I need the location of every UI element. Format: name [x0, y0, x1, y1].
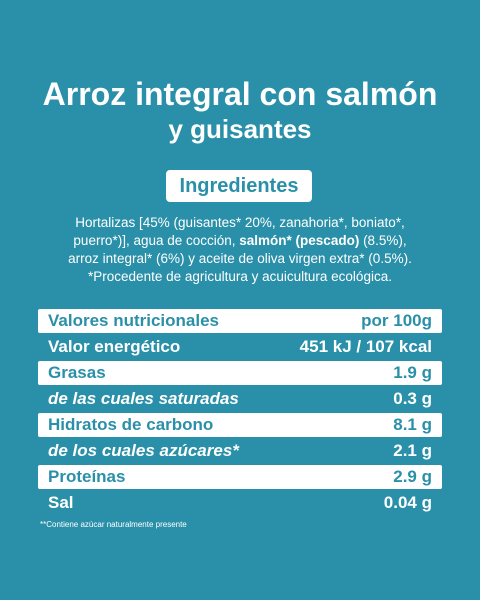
ingredients-note: *Procedente de agricultura y acuicultura…: [88, 269, 392, 284]
row-label: de las cuales saturadas: [48, 389, 239, 408]
row-value: 1.9 g: [393, 363, 432, 382]
ingredients-heading: Ingredientes: [166, 170, 312, 202]
ingredients-part: (8.5%), arroz integral* (6%) y aceite de…: [68, 233, 412, 266]
row-value: 2.1 g: [393, 441, 432, 460]
title: Arroz integral con salmón: [42, 76, 438, 112]
row-label: Proteínas: [48, 467, 126, 486]
row-label: Valores nutricionales: [48, 311, 220, 330]
row-label: Sal: [48, 493, 74, 512]
subtitle: y guisantes: [168, 114, 312, 144]
table-row: Hidratos de carbono 8.1 g: [38, 413, 442, 437]
row-value: por 100g: [361, 311, 432, 330]
table-row: Sal 0.04 g: [38, 491, 442, 515]
table-row: Valor energético 451 kJ / 107 kcal: [38, 335, 442, 359]
footnote: **Contiene azúcar naturalmente presente: [40, 520, 187, 529]
ingredients-text: Hortalizas [45% (guisantes* 20%, zanahor…: [60, 214, 420, 286]
table-row: Proteínas 2.9 g: [38, 465, 442, 489]
row-label: de los cuales azúcares*: [48, 441, 239, 460]
row-label: Hidratos de carbono: [48, 415, 214, 434]
row-label: Valor energético: [48, 337, 181, 356]
row-value: 0.3 g: [393, 389, 432, 408]
row-value: 2.9 g: [393, 467, 432, 486]
table-row: Grasas 1.9 g: [38, 361, 442, 385]
table-row: de los cuales azúcares* 2.1 g: [38, 439, 442, 463]
table-row: de las cuales saturadas 0.3 g: [38, 387, 442, 411]
table-row: Valores nutricionales por 100g: [38, 309, 442, 333]
ingredients-part: Hortalizas [45% (guisantes* 20%, zanahor…: [73, 215, 405, 248]
row-value: 0.04 g: [383, 493, 432, 512]
nutrition-table: Valores nutricionales por 100g Valor energ…: [38, 309, 442, 517]
row-value: 451 kJ / 107 kcal: [299, 337, 432, 356]
row-label: Grasas: [48, 363, 106, 382]
row-value: 8.1 g: [393, 415, 432, 434]
ingredients-bold: salmón* (pescado): [239, 233, 360, 248]
